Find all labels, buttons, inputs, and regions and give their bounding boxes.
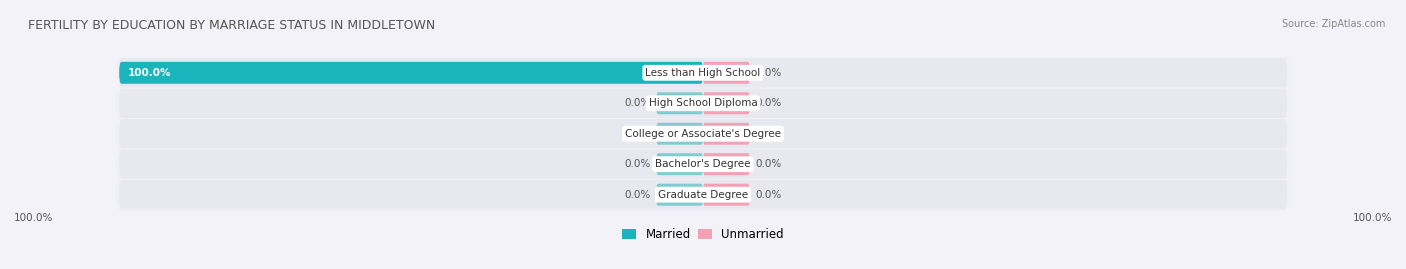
Text: Graduate Degree: Graduate Degree — [658, 190, 748, 200]
Text: 0.0%: 0.0% — [624, 159, 651, 169]
FancyBboxPatch shape — [120, 58, 1286, 87]
Text: High School Diploma: High School Diploma — [648, 98, 758, 108]
FancyBboxPatch shape — [703, 153, 749, 175]
Text: 0.0%: 0.0% — [755, 98, 782, 108]
Text: Bachelor's Degree: Bachelor's Degree — [655, 159, 751, 169]
FancyBboxPatch shape — [120, 119, 1286, 148]
Text: 0.0%: 0.0% — [755, 129, 782, 139]
FancyBboxPatch shape — [657, 184, 703, 206]
FancyBboxPatch shape — [117, 87, 1289, 119]
FancyBboxPatch shape — [120, 180, 1286, 209]
Text: 0.0%: 0.0% — [755, 68, 782, 78]
Text: Less than High School: Less than High School — [645, 68, 761, 78]
FancyBboxPatch shape — [117, 118, 1289, 150]
FancyBboxPatch shape — [120, 62, 703, 84]
Text: 0.0%: 0.0% — [624, 129, 651, 139]
Text: 0.0%: 0.0% — [755, 190, 782, 200]
Text: College or Associate's Degree: College or Associate's Degree — [626, 129, 780, 139]
Text: 100.0%: 100.0% — [128, 68, 172, 78]
Text: 0.0%: 0.0% — [624, 98, 651, 108]
FancyBboxPatch shape — [657, 92, 703, 114]
Text: FERTILITY BY EDUCATION BY MARRIAGE STATUS IN MIDDLETOWN: FERTILITY BY EDUCATION BY MARRIAGE STATU… — [28, 19, 436, 32]
FancyBboxPatch shape — [117, 148, 1289, 180]
Legend: Married, Unmarried: Married, Unmarried — [617, 223, 789, 246]
FancyBboxPatch shape — [120, 150, 1286, 179]
FancyBboxPatch shape — [703, 184, 749, 206]
FancyBboxPatch shape — [703, 62, 749, 84]
FancyBboxPatch shape — [703, 123, 749, 145]
Text: 0.0%: 0.0% — [755, 159, 782, 169]
Text: Source: ZipAtlas.com: Source: ZipAtlas.com — [1281, 19, 1385, 29]
FancyBboxPatch shape — [120, 89, 1286, 118]
FancyBboxPatch shape — [657, 123, 703, 145]
Text: 100.0%: 100.0% — [1353, 213, 1392, 222]
Text: 100.0%: 100.0% — [14, 213, 53, 222]
FancyBboxPatch shape — [703, 92, 749, 114]
FancyBboxPatch shape — [117, 57, 1289, 89]
FancyBboxPatch shape — [657, 153, 703, 175]
FancyBboxPatch shape — [117, 179, 1289, 211]
Text: 0.0%: 0.0% — [624, 190, 651, 200]
